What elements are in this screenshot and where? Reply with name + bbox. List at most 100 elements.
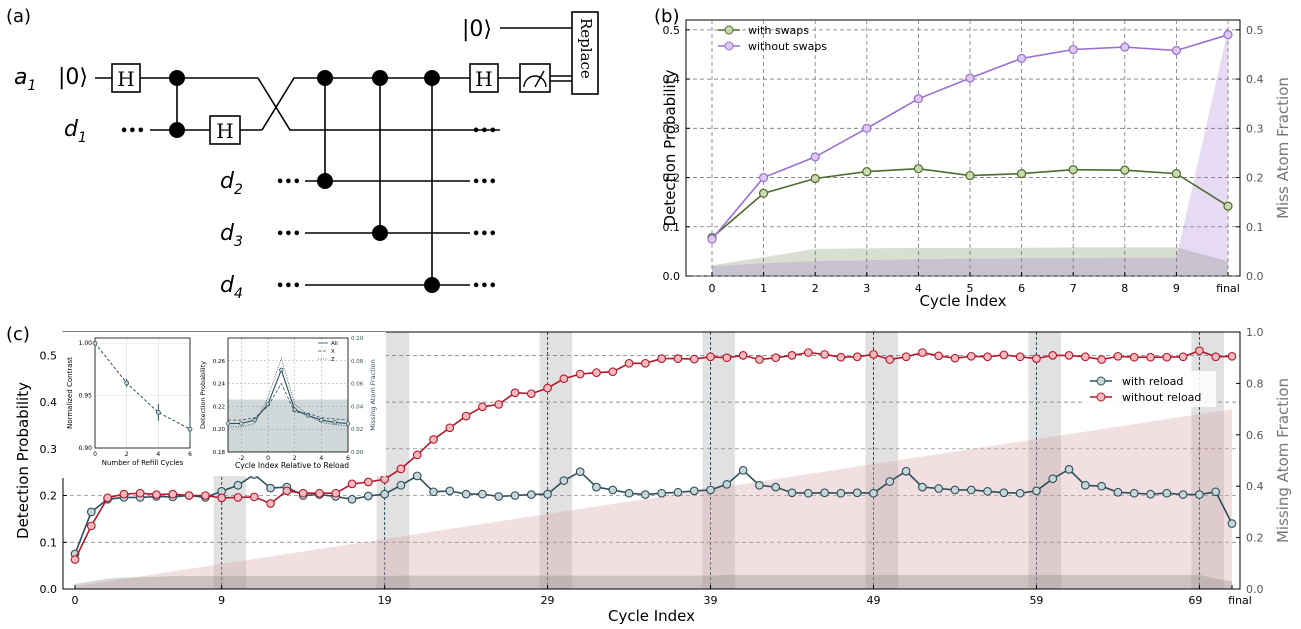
data-point	[292, 407, 297, 412]
data-point	[92, 340, 98, 346]
y-right-tick-label: 0.0	[1246, 270, 1264, 283]
y-tick-label: 0.0	[40, 583, 58, 596]
data-point	[862, 167, 872, 177]
x-tick-label: 6	[346, 455, 350, 462]
cz-dots	[169, 70, 440, 293]
data-point	[689, 354, 699, 364]
data-point	[282, 486, 292, 496]
data-point	[1129, 352, 1139, 362]
x-tick-label: 4	[156, 451, 160, 458]
data-point	[1016, 53, 1027, 64]
data-point	[1129, 488, 1139, 498]
data-point	[1097, 355, 1106, 364]
data-point	[494, 400, 504, 409]
data-point	[201, 491, 210, 500]
y-axis-label: Normalized Contrast	[66, 357, 74, 429]
reload-band	[702, 332, 736, 589]
y-right-tick-label: 0.00	[351, 450, 364, 456]
plot-frame	[227, 337, 349, 453]
data-point	[526, 389, 536, 399]
qubit-label-a1: a1	[14, 65, 36, 94]
data-point	[755, 480, 764, 490]
y-right-tick-label: 0.1	[1246, 221, 1264, 234]
cz-dot	[317, 70, 333, 86]
data-point	[1015, 488, 1025, 498]
data-point	[380, 474, 389, 484]
replace-label: Replace	[577, 18, 595, 79]
data-point	[298, 488, 308, 498]
data-point	[315, 488, 324, 498]
hadamard-label: H	[475, 67, 492, 91]
circuit-ellipses: ••• ••• ••• ••• ••• ••• ••• •••	[120, 124, 497, 294]
data-point	[836, 352, 846, 362]
qubit-label-d3: d3	[220, 221, 243, 250]
data-point	[624, 358, 634, 368]
data-point	[319, 417, 324, 423]
data-point	[396, 480, 406, 490]
data-point	[225, 421, 231, 426]
data-point	[758, 172, 769, 183]
data-point	[331, 488, 341, 498]
data-point	[461, 411, 471, 421]
hadamard-gate	[209, 115, 241, 145]
data-point	[135, 488, 145, 498]
cz-dot	[372, 225, 388, 241]
data-point	[543, 489, 552, 499]
data-point	[1064, 351, 1074, 360]
x-axis-label: Cycle Index	[608, 607, 695, 625]
y-right-tick-label: 0.3	[1246, 122, 1264, 135]
x-tick-label: 9	[1173, 282, 1180, 295]
data-point	[706, 485, 715, 495]
y-tick-label: 0.18	[213, 450, 226, 456]
data-point	[950, 353, 960, 363]
x-axis-label: Cycle Index	[919, 292, 1006, 310]
data-point	[559, 476, 569, 485]
meter-needle-icon	[534, 70, 545, 88]
y-tick-label: 0.4	[40, 396, 58, 409]
data-point	[86, 507, 96, 517]
y-axis-label: Detection Probability	[14, 382, 32, 539]
hadamard-gate	[111, 63, 141, 93]
x-tick-label: 59	[1029, 594, 1043, 607]
data-point	[608, 485, 618, 495]
data-point	[412, 450, 422, 460]
qubit-label-d4: d4	[220, 273, 243, 302]
data-point	[1227, 351, 1237, 361]
x-tick-label: 7	[1070, 282, 1077, 295]
data-point	[771, 353, 781, 363]
data-point	[332, 420, 337, 425]
chart-inset-detection: 0.18 0.20 0.22 0.24 0.26 0.00 0.02 0.04 0.06 0.08…	[198, 332, 386, 476]
data-point	[543, 383, 552, 393]
data-point	[1227, 519, 1237, 528]
data-point	[592, 368, 601, 378]
data-point	[869, 350, 878, 359]
data-point	[1178, 490, 1188, 499]
data-point	[478, 402, 487, 412]
legend-label: X	[331, 349, 335, 355]
data-point	[70, 555, 80, 564]
data-point	[1048, 351, 1058, 360]
data-point	[1211, 487, 1221, 497]
data-point	[641, 358, 650, 368]
cz-dot	[317, 173, 333, 189]
data-point	[1120, 42, 1130, 52]
data-point	[673, 354, 683, 363]
data-point	[168, 489, 178, 499]
data-point	[965, 170, 975, 181]
data-point	[1162, 488, 1172, 498]
data-point	[1120, 165, 1130, 175]
data-point	[249, 492, 259, 502]
plot-frame	[94, 337, 191, 449]
data-point	[913, 164, 924, 174]
legend-label: without reload	[1122, 391, 1201, 404]
data-point	[810, 173, 820, 184]
data-point	[689, 486, 699, 496]
y-right-tick-label: 0.2	[1246, 532, 1264, 545]
data-point	[983, 352, 992, 362]
legend-label: Z	[331, 357, 335, 363]
miss-fraction-area-with-swaps	[712, 247, 1228, 276]
data-point	[999, 350, 1009, 360]
x-tick-label: 8	[1121, 282, 1128, 295]
x-tick-label: final	[1216, 282, 1240, 295]
